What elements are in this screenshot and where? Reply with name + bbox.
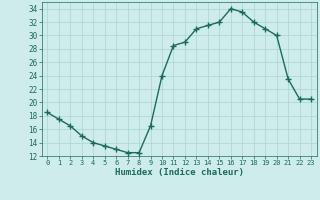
- X-axis label: Humidex (Indice chaleur): Humidex (Indice chaleur): [115, 168, 244, 177]
